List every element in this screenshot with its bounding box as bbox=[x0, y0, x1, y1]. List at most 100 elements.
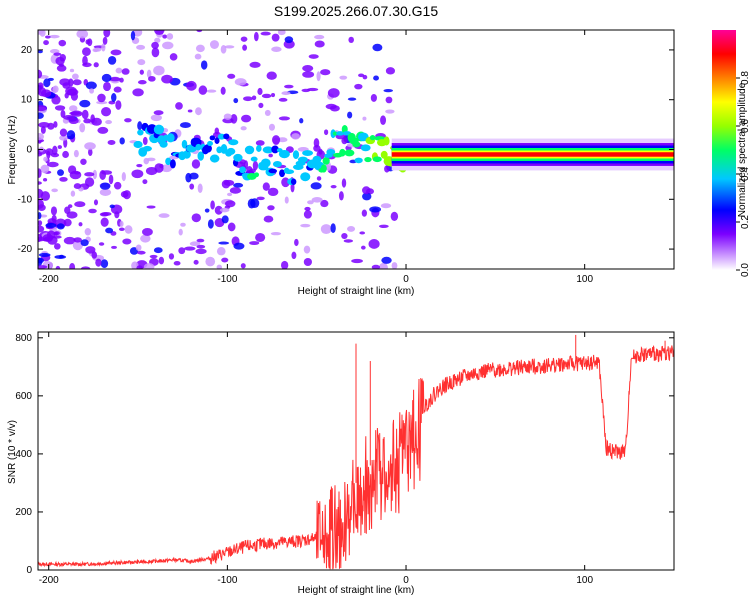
spectrogram-noise-cell bbox=[95, 258, 102, 267]
snr-y-tick-label: 400 bbox=[15, 449, 32, 460]
spectrogram-noise-cell bbox=[385, 109, 395, 114]
spectrogram-noise-cell bbox=[209, 40, 219, 49]
colorbar-tick-label: 0.8 bbox=[740, 71, 750, 85]
spectrogram-noise-cell bbox=[197, 183, 203, 193]
snr-y-tick-label: 0 bbox=[26, 565, 32, 576]
spectrogram-noise-cell bbox=[114, 211, 120, 219]
spectrogram-noise-cell bbox=[303, 245, 311, 254]
spectrogram-noise-cell bbox=[243, 96, 253, 102]
spectrogram-ridge-cell bbox=[239, 166, 246, 174]
spectrogram-noise-cell bbox=[140, 234, 151, 243]
snr-panel: -200 -100 0 100 0 200 400 600 800 Height of str… bbox=[7, 331, 675, 596]
spectrogram-noise-cell bbox=[105, 120, 112, 125]
spectrogram-ridge-cell bbox=[302, 150, 314, 157]
spectrogram-noise-cell bbox=[255, 232, 266, 242]
spectrogram-noise-cell bbox=[307, 200, 314, 205]
spectrogram-noise-cell bbox=[383, 89, 394, 93]
spectrogram-noise-cell bbox=[84, 227, 92, 236]
spectrogram-noise-cell bbox=[63, 236, 76, 245]
spectrogram-ridge-cell bbox=[271, 145, 279, 154]
spectrogram-noise-cell bbox=[82, 47, 91, 57]
spectrogram-noise-cell bbox=[78, 222, 83, 227]
spectrogram-ridge-cell bbox=[244, 145, 255, 155]
spectrogram-noise-cell bbox=[51, 188, 58, 193]
spectrogram-noise-cell bbox=[373, 75, 379, 81]
spectrogram-noise-cell bbox=[85, 39, 91, 45]
spectrogram-noise-cell bbox=[310, 182, 322, 190]
spectrogram-ridge-cell bbox=[260, 158, 271, 168]
snr-frame bbox=[37, 331, 675, 571]
spectrogram-noise-cell bbox=[162, 41, 174, 50]
spectrogram-noise-cell bbox=[257, 87, 263, 95]
spectrogram-noise-cell bbox=[166, 33, 174, 40]
spectrogram-ridge-cell bbox=[197, 151, 205, 161]
spectrogram-ridge-cell bbox=[214, 137, 220, 145]
spectrogram-noise-cell bbox=[40, 126, 46, 134]
spectrogram-noise-cell bbox=[119, 77, 124, 83]
spectrogram-noise-cell bbox=[83, 118, 92, 124]
spectrogram-noise-cell bbox=[38, 121, 50, 128]
spectrogram-noise-cell bbox=[246, 165, 253, 175]
spectrogram-noise-cell bbox=[378, 224, 389, 229]
spectrogram-noise-cell bbox=[70, 190, 76, 197]
spectrogram-noise-cell bbox=[136, 163, 143, 168]
spectrogram-noise-cell bbox=[169, 53, 178, 61]
spectrogram-noise-cell bbox=[99, 212, 109, 217]
spectrogram-noise-cell bbox=[191, 159, 201, 169]
spectrogram-noise-cell bbox=[314, 34, 325, 40]
spectrogram-noise-cell bbox=[98, 242, 105, 246]
spectrogram-noise-cell bbox=[68, 105, 78, 112]
spectrogram-noise-cell bbox=[268, 123, 276, 131]
spectrogram-noise-cell bbox=[294, 238, 299, 247]
spectrogram-x-tick-label: -100 bbox=[217, 274, 237, 285]
spectrogram-noise-cell bbox=[358, 73, 365, 78]
spectrogram-noise-cell bbox=[162, 34, 168, 39]
spectrogram-noise-cell bbox=[267, 205, 275, 211]
spectrogram-noise-cell bbox=[137, 59, 146, 66]
spectrogram-noise-cell bbox=[371, 264, 381, 269]
spectrogram-noise-cell bbox=[73, 237, 82, 243]
spectrogram-noise-cell bbox=[196, 244, 206, 249]
spectrogram-noise-cell bbox=[270, 231, 282, 236]
spectrogram-noise-cell bbox=[249, 61, 261, 68]
spectrogram-noise-cell bbox=[92, 169, 97, 180]
spectrogram-noise-cell bbox=[38, 257, 44, 264]
spectrogram-noise-cell bbox=[327, 88, 340, 98]
spectrogram-noise-cell bbox=[151, 47, 160, 58]
spectrogram-noise-cell bbox=[38, 69, 43, 79]
snr-x-tick-label: -200 bbox=[39, 575, 59, 586]
spectrogram-noise-cell bbox=[57, 145, 63, 150]
spectrogram-noise-cell bbox=[229, 187, 242, 194]
spectrogram-noise-cell bbox=[198, 85, 208, 95]
spectrogram-noise-cell bbox=[271, 33, 280, 42]
spectrogram-noise-cell bbox=[153, 110, 164, 116]
spectrogram-noise-cell bbox=[264, 109, 271, 117]
colorbar-label: Normalized spectral amplitude bbox=[737, 82, 748, 217]
spectrogram-ridge-cell bbox=[283, 169, 295, 175]
spectrogram-noise-cell bbox=[97, 126, 109, 134]
spectrogram-noise-cell bbox=[341, 232, 348, 240]
spectrogram-noise-cell bbox=[38, 236, 45, 242]
spectrogram-noise-cell bbox=[137, 80, 147, 85]
spectrogram-noise-cell bbox=[101, 107, 112, 117]
spectrogram-noise-cell bbox=[38, 199, 45, 209]
spectrogram-noise-cell bbox=[74, 201, 86, 208]
spectrogram-ridge-cell bbox=[169, 159, 176, 169]
spectrogram-noise-cell bbox=[284, 84, 294, 89]
spectrogram-noise-cell bbox=[124, 118, 132, 123]
spectrogram-noise-cell bbox=[54, 243, 61, 250]
spectrogram-noise-cell bbox=[146, 205, 156, 209]
spectrogram-noise-cell bbox=[390, 211, 399, 222]
spectrogram-noise-cell bbox=[63, 115, 75, 120]
spectrogram-noise-cell bbox=[109, 204, 115, 209]
spectrogram-noise-cell bbox=[189, 241, 201, 247]
snr-y-tick-label: 800 bbox=[15, 333, 32, 344]
spectrogram-noise-cell bbox=[47, 122, 55, 130]
spectrogram-noise-cell bbox=[122, 238, 132, 245]
spectrogram-noise-cell bbox=[299, 118, 304, 124]
spectrogram-noise-cell bbox=[45, 35, 51, 39]
spectrogram-noise-cell bbox=[68, 165, 77, 174]
colorbar: 0.0 0.2 0.4 0.6 0.8 Normalized spectral ampl… bbox=[712, 30, 750, 277]
spectrogram-noise-cell bbox=[76, 30, 89, 39]
spectrogram-noise-cell bbox=[40, 164, 50, 174]
